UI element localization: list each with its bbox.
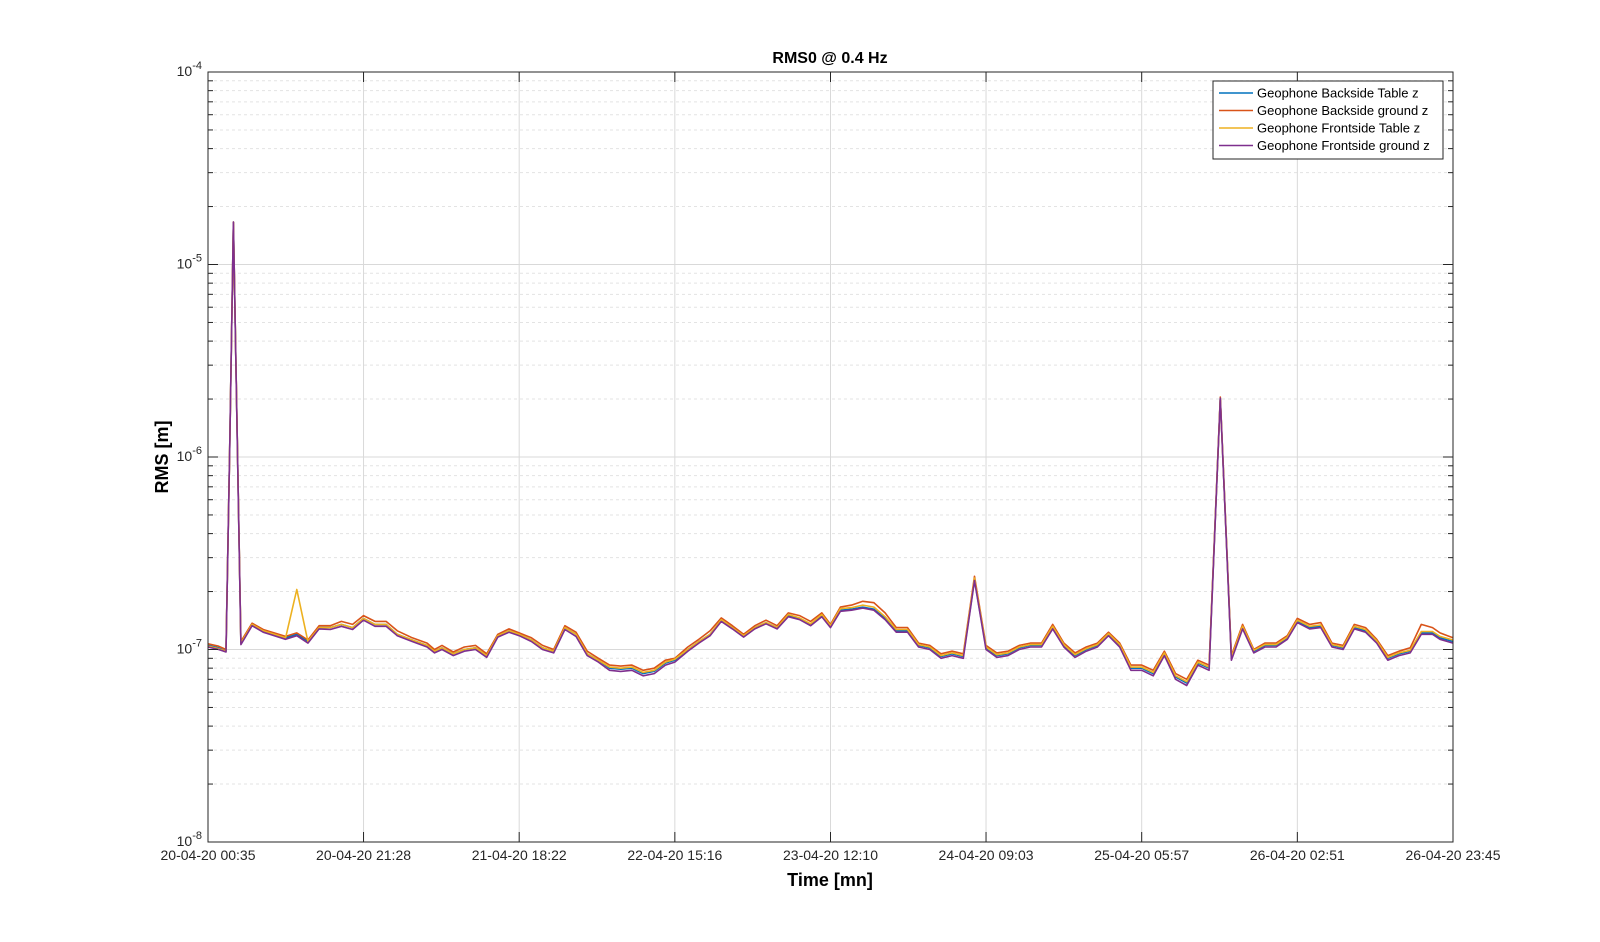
x-axis-title: Time [mn] — [787, 870, 873, 890]
x-tick-label: 20-04-20 21:28 — [316, 847, 411, 863]
y-axis-title: RMS [m] — [152, 421, 172, 494]
x-tick-label: 24-04-20 09:03 — [939, 847, 1034, 863]
legend-label: Geophone Backside Table z — [1257, 86, 1419, 101]
x-tick-labels: 20-04-20 00:35 20-04-20 21:28 21-04-20 18:… — [161, 847, 1501, 863]
grid — [207, 71, 1454, 843]
y-tick-label: 10-8 — [177, 830, 202, 849]
ticks — [207, 71, 1454, 843]
x-tick-label: 26-04-20 23:45 — [1406, 847, 1501, 863]
x-tick-label: 26-04-20 02:51 — [1250, 847, 1345, 863]
series-layer — [207, 221, 1454, 687]
legend-label: Geophone Frontside Table z — [1257, 121, 1420, 136]
legend-label: Geophone Backside ground z — [1257, 103, 1428, 118]
y-tick-label: 10-6 — [177, 445, 202, 464]
x-tick-label: 23-04-20 12:10 — [783, 847, 878, 863]
y-tick-label: 10-5 — [177, 253, 202, 272]
series-line-3 — [207, 221, 1454, 683]
chart-title: RMS0 @ 0.4 Hz — [772, 50, 887, 67]
y-tick-label: 10-4 — [177, 60, 202, 79]
x-tick-label: 20-04-20 00:35 — [161, 847, 256, 863]
y-tick-labels: 10-8 10-7 10-6 10-5 10-4 — [177, 60, 202, 849]
x-tick-label: 21-04-20 18:22 — [472, 847, 567, 863]
x-tick-label: 22-04-20 15:16 — [627, 847, 722, 863]
y-tick-label: 10-7 — [177, 638, 202, 657]
series-line-4 — [207, 221, 1454, 687]
legend: Geophone Backside Table z Geophone Backsi… — [1212, 80, 1444, 160]
legend-label: Geophone Frontside ground z — [1257, 138, 1430, 153]
x-tick-label: 25-04-20 05:57 — [1094, 847, 1189, 863]
